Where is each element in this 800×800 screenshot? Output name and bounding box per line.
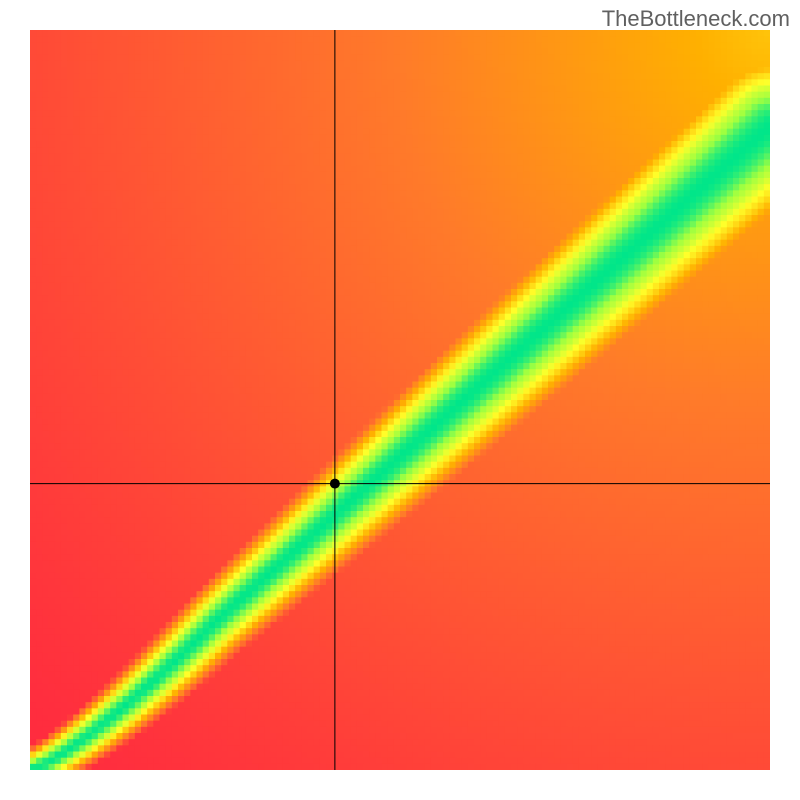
- bottleneck-heatmap: [30, 30, 770, 770]
- marker-layer: [330, 479, 340, 489]
- watermark-text: TheBottleneck.com: [602, 6, 790, 32]
- data-point-marker: [330, 479, 340, 489]
- heatmap-layer: [30, 30, 770, 770]
